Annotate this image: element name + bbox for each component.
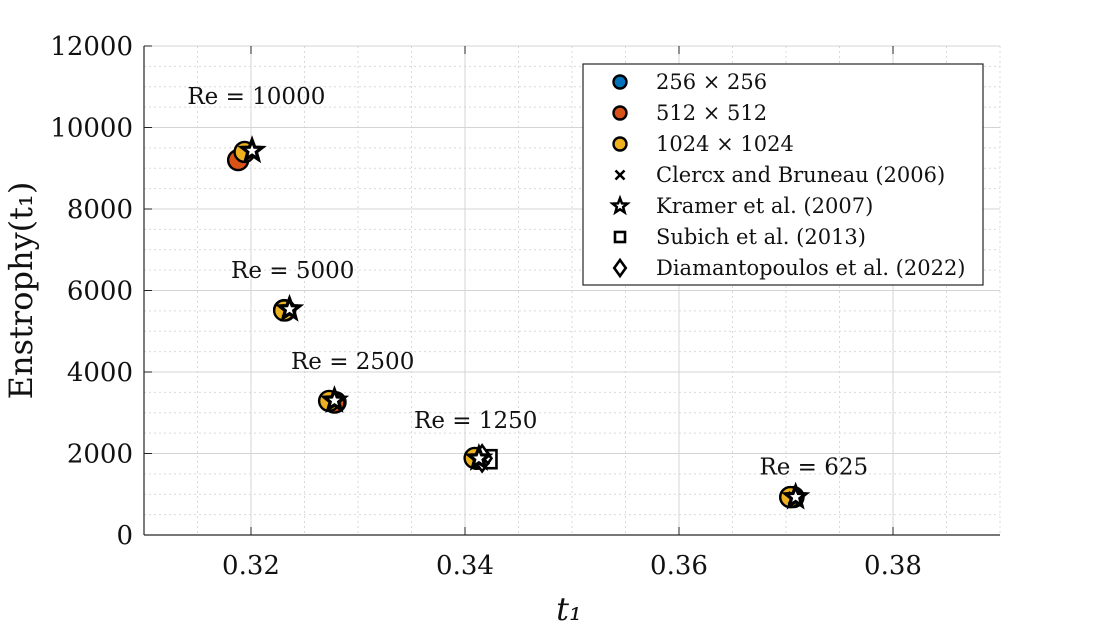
legend-item: Kramer et al. (2007) (609, 194, 873, 218)
y-tick-label: 6000 (67, 277, 133, 307)
y-tick-label: 12000 (50, 32, 133, 62)
x-tick-label: 0.34 (436, 551, 494, 581)
legend-label: Diamantopoulos et al. (2022) (656, 256, 966, 280)
x-tick-label: 0.38 (864, 551, 922, 581)
legend-item: Clercx and Bruneau (2006) (614, 163, 945, 187)
legend-box (582, 63, 984, 286)
data-point (780, 481, 811, 510)
star-center (246, 144, 258, 156)
star-center (616, 201, 624, 210)
star-center (473, 452, 485, 464)
star-center (790, 491, 802, 502)
data-point (237, 135, 267, 164)
legend-marker (612, 257, 628, 279)
data-point (274, 293, 305, 322)
annotation-label: Re = 2500 (291, 349, 414, 375)
legend-label: Subich et al. (2013) (656, 225, 866, 249)
series-4 (237, 135, 811, 510)
legend-marker (612, 136, 628, 152)
legend-label: Kramer et al. (2007) (656, 194, 873, 218)
legend-item: 256 × 256 (612, 70, 767, 94)
y-axis-label: Enstrophy(t₁) (2, 182, 40, 400)
y-tick-label: 2000 (67, 440, 133, 470)
x-stroke (614, 169, 626, 181)
legend-marker (612, 105, 628, 121)
legend-item: Diamantopoulos et al. (2022) (612, 256, 966, 280)
y-tick-label: 4000 (67, 358, 133, 388)
legend-item: 512 × 512 (612, 101, 767, 125)
data-point (319, 385, 350, 414)
star-center (328, 394, 341, 406)
legend-marker (613, 230, 627, 244)
annotation-label: Re = 625 (759, 454, 868, 480)
x-tick-label: 0.32 (222, 551, 280, 581)
legend-label: 256 × 256 (656, 70, 767, 94)
annotation-label: Re = 5000 (231, 258, 354, 284)
x-tick-label: 0.36 (650, 551, 708, 581)
x-axis-label: t₁ (556, 590, 582, 628)
legend-item: Subich et al. (2013) (613, 225, 866, 249)
y-tick-label: 0 (116, 521, 133, 551)
annotation-label: Re = 10000 (187, 84, 325, 110)
legend-marker (609, 194, 631, 216)
legend-label: 1024 × 1024 (656, 132, 794, 156)
star-center (283, 303, 296, 314)
data-point (464, 442, 494, 471)
y-tick-label: 8000 (67, 195, 133, 225)
legend-marker (612, 74, 628, 90)
legend-marker (614, 169, 626, 181)
y-tick-label: 10000 (50, 114, 133, 144)
legend-item: 1024 × 1024 (612, 132, 794, 156)
annotation-label: Re = 1250 (414, 408, 537, 434)
legend-label: 512 × 512 (656, 101, 767, 125)
legend-label: Clercx and Bruneau (2006) (656, 163, 945, 187)
